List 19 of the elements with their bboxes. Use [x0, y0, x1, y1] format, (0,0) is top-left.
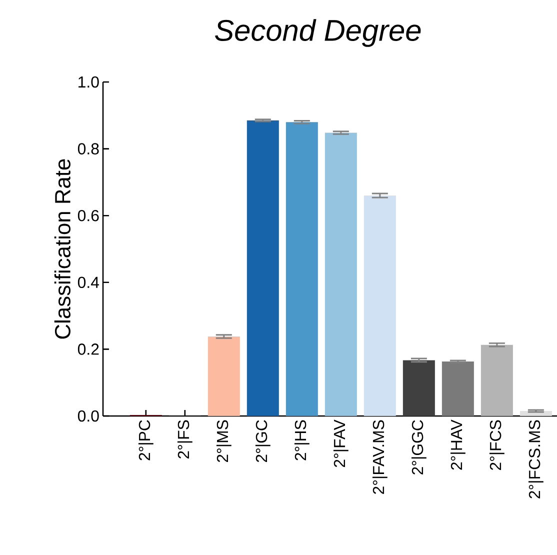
x-tick-label: 2°|FCS: [489, 420, 504, 470]
y-tick-label: 0.4: [78, 276, 100, 288]
x-tick-label: 2°|FS: [177, 420, 192, 458]
x-tick-label: 2°|HAV: [450, 420, 466, 470]
y-tick-label: 1.0: [78, 76, 99, 88]
y-tick-label: 0.6: [78, 210, 99, 222]
y-tick-label: 0.2: [78, 344, 99, 355]
x-tick-label: 2°|FCS.MS: [528, 420, 544, 498]
x-tick-label: 2°|GGC: [411, 420, 426, 474]
x-tick-label: 2°|MS: [216, 420, 232, 462]
x-tick-label: 2°|GC: [255, 420, 270, 462]
y-tick-label: 0.0: [78, 410, 99, 422]
x-tick-label: 2°|HS: [294, 420, 310, 460]
x-tick-label: 2°|FAV: [333, 420, 348, 468]
x-tick-label: 2°|PC: [138, 420, 154, 460]
y-tick-label: 0.8: [78, 143, 99, 154]
x-tick-label: 2°|FAV.MS: [372, 420, 388, 494]
y-axis-title: Classification Rate: [54, 159, 70, 339]
chart-title: Second Degree: [215, 19, 421, 47]
